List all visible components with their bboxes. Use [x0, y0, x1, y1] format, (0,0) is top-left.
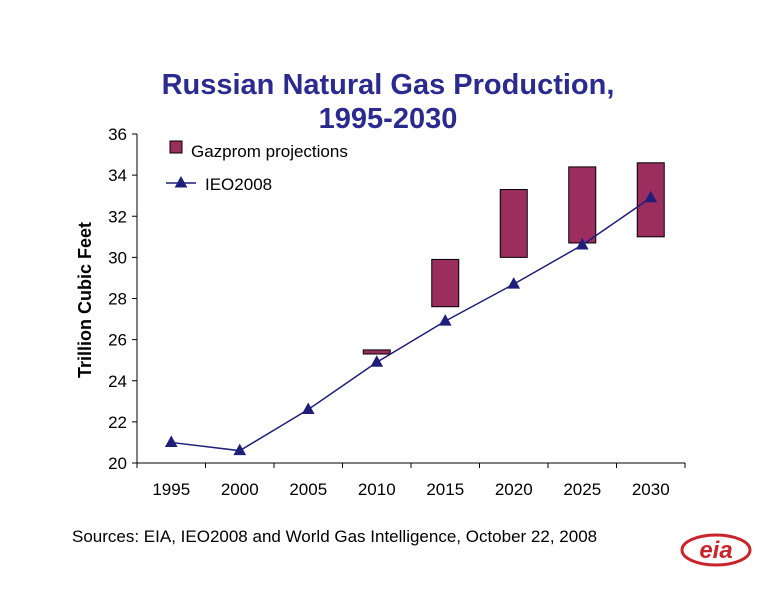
- y-tick-label: 24: [108, 372, 127, 391]
- chart-legend: Gazprom projections IEO2008: [166, 140, 348, 194]
- y-tick-label: 22: [108, 413, 127, 432]
- ieo2008-point: [507, 277, 521, 289]
- legend-swatch-gazprom: [169, 140, 183, 154]
- chart-title-line-1: Russian Natural Gas Production,: [161, 69, 615, 101]
- sources-note: Sources: EIA, IEO2008 and World Gas Inte…: [72, 527, 598, 546]
- y-tick-label: 26: [108, 331, 127, 350]
- ieo2008-point: [370, 355, 384, 367]
- x-tick-label: 2015: [426, 480, 464, 499]
- chart-title: Russian Natural Gas Production, 1995-203…: [0, 68, 776, 136]
- y-tick-label: 30: [108, 248, 127, 267]
- y-tick-label: 32: [108, 207, 127, 226]
- y-tick-label: 28: [108, 290, 127, 309]
- chart-title-line-2: 1995-2030: [318, 103, 458, 135]
- x-tick-label: 2010: [358, 480, 396, 499]
- gazprom-range-bar: [568, 166, 597, 244]
- x-tick-label: 2020: [495, 480, 533, 499]
- y-tick-label: 20: [108, 454, 127, 473]
- x-tick-label: 2000: [221, 480, 259, 499]
- x-tick-label: 2030: [632, 480, 670, 499]
- ieo2008-point: [438, 314, 452, 326]
- x-tick-label: 1995: [152, 480, 190, 499]
- ieo2008-point: [575, 237, 589, 250]
- ieo2008-point: [301, 402, 315, 415]
- gazprom-range-bar: [362, 349, 391, 355]
- chart-axes: 20 22 24 26 28 30 32 34 36 1995 2000 2005 2010 2015 20…: [108, 125, 686, 499]
- x-tick-label: 2005: [289, 480, 327, 499]
- y-tick-label: 36: [108, 125, 127, 144]
- ieo2008-series-line: [171, 197, 652, 452]
- legend-label-ieo2008: IEO2008: [205, 175, 272, 194]
- x-tick-label: 2025: [563, 480, 601, 499]
- gazprom-range-bars: [362, 162, 665, 355]
- ieo2008-line: [164, 190, 658, 456]
- legend-marker-ieo2008: [174, 175, 188, 188]
- gazprom-range-bar: [499, 189, 528, 258]
- y-axis-label: Trillion Cubic Feet: [75, 222, 95, 378]
- ieo2008-point: [644, 190, 658, 203]
- ieo2008-point: [164, 435, 178, 447]
- ieo2008-point: [233, 443, 247, 456]
- legend-label-gazprom: Gazprom projections: [191, 142, 348, 161]
- eia-logo: eia: [680, 533, 752, 567]
- eia-logo-text: eia: [699, 537, 732, 564]
- gazprom-range-bar: [431, 258, 460, 308]
- y-tick-label: 34: [108, 166, 127, 185]
